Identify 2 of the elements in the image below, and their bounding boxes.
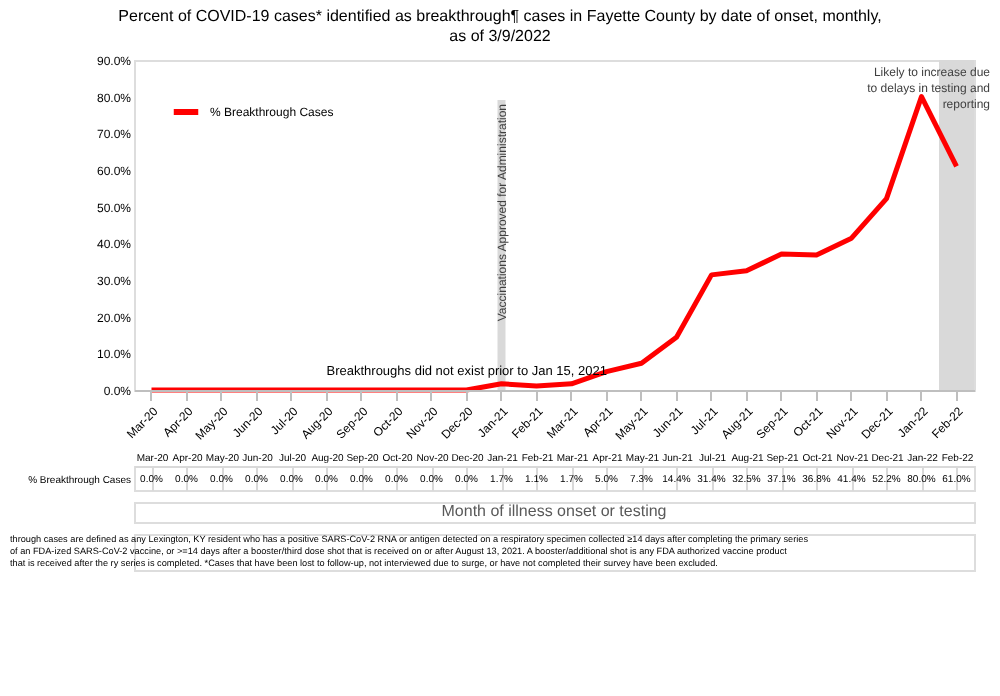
x-axis-title: Month of illness onset or testing <box>441 502 667 520</box>
chart-title: Percent of COVID-19 cases* identified as breakthrough¶ cases in Fayette County by date of onset, monthly, as of 3/9/2022 <box>118 7 882 45</box>
